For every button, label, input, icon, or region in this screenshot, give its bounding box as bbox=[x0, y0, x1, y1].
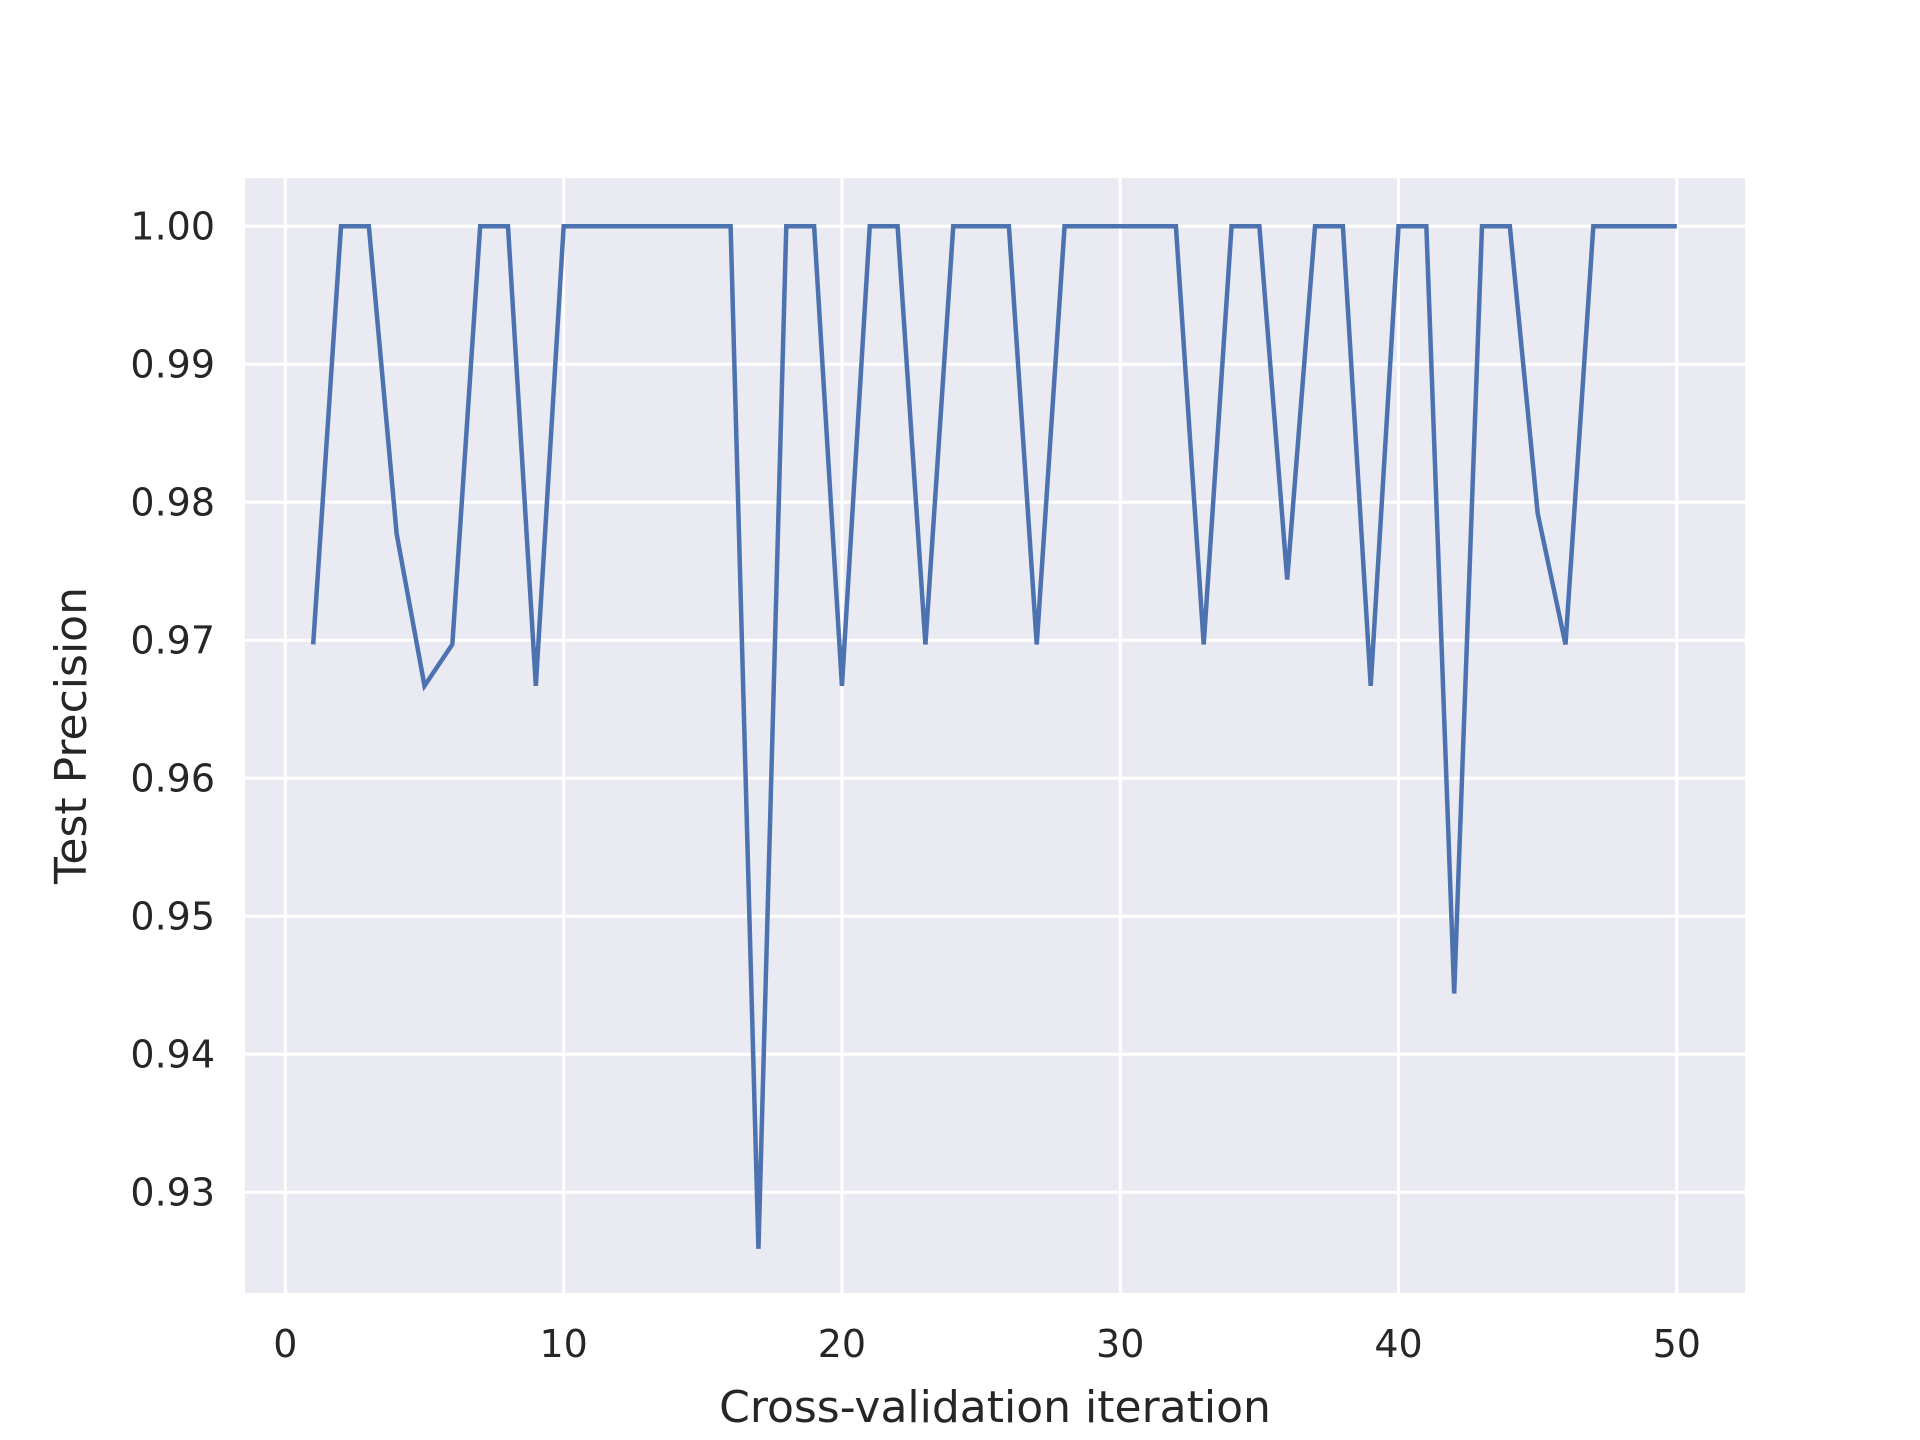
y-axis-label: Test Precision bbox=[46, 587, 97, 885]
y-tick-label: 0.95 bbox=[130, 894, 215, 938]
y-axis-ticks: 0.93 0.94 0.95 0.96 0.97 0.98 0.99 1.00 bbox=[130, 204, 215, 1214]
y-tick-label: 0.94 bbox=[130, 1032, 215, 1076]
y-tick-label: 1.00 bbox=[130, 204, 215, 248]
x-tick-label: 50 bbox=[1653, 1322, 1701, 1366]
series-group bbox=[310, 224, 1677, 1249]
x-axis-label: Cross-validation iteration bbox=[719, 1382, 1271, 1433]
x-axis-ticks: 0 10 20 30 40 50 bbox=[273, 1322, 1701, 1366]
x-tick-label: 0 bbox=[273, 1322, 297, 1366]
y-tick-label: 0.99 bbox=[130, 342, 215, 386]
x-tick-label: 20 bbox=[818, 1322, 866, 1366]
y-tick-label: 0.96 bbox=[130, 756, 215, 800]
series-line bbox=[310, 224, 1677, 1249]
y-tick-label: 0.93 bbox=[130, 1170, 215, 1214]
x-tick-label: 40 bbox=[1374, 1322, 1422, 1366]
y-tick-label: 0.97 bbox=[130, 618, 215, 662]
x-tick-label: 10 bbox=[539, 1322, 587, 1366]
y-tick-label: 0.98 bbox=[130, 480, 215, 524]
x-tick-label: 30 bbox=[1096, 1322, 1144, 1366]
